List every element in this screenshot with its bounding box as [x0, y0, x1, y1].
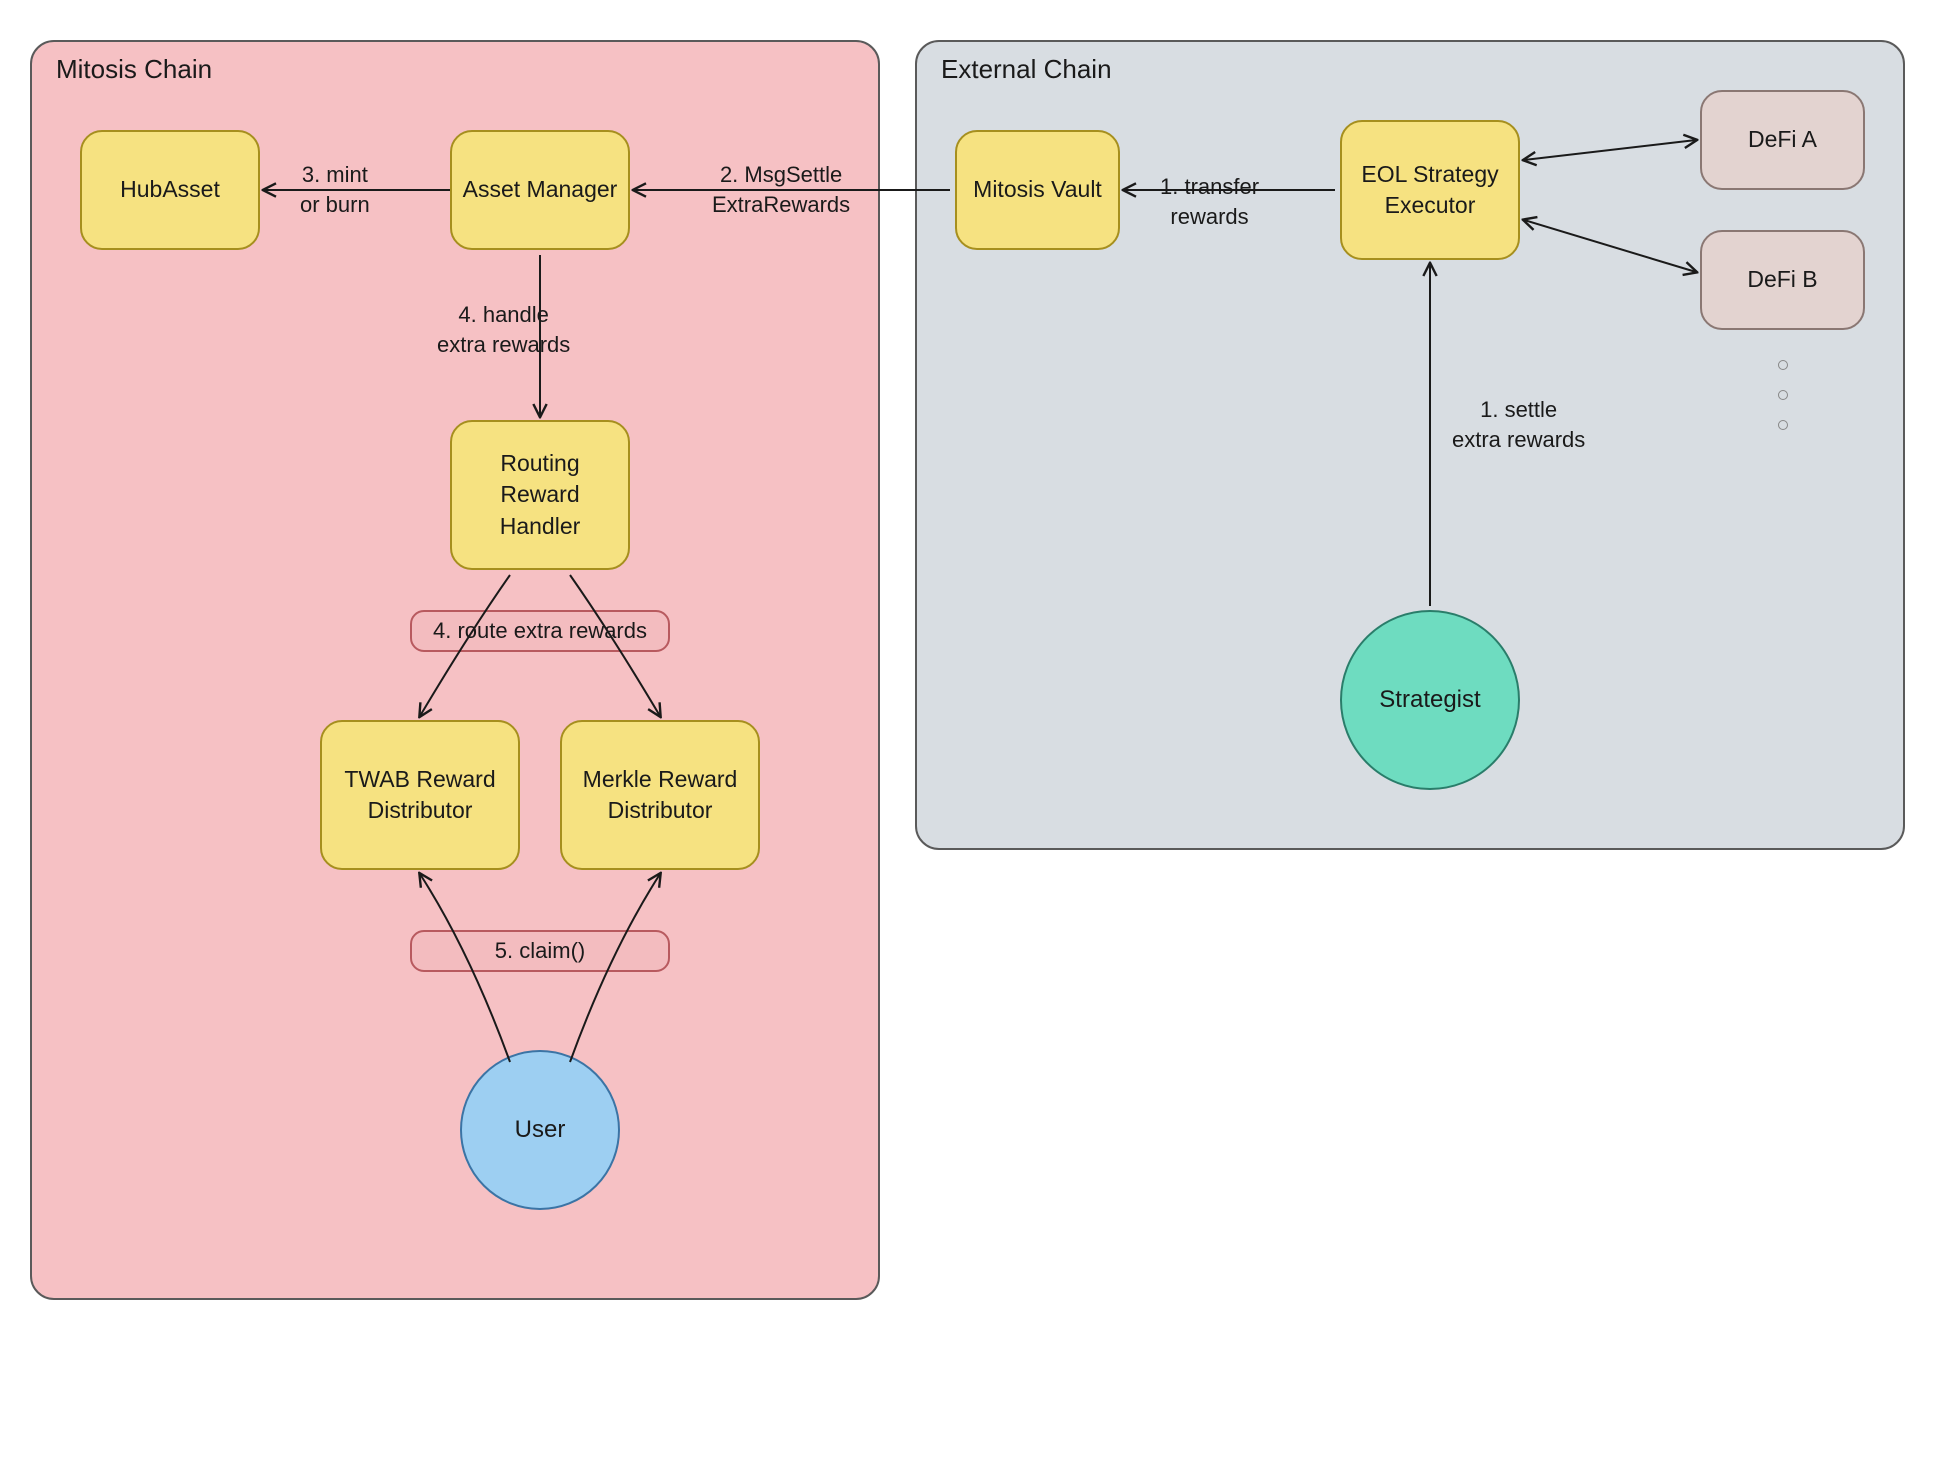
mitosis-chain-title: Mitosis Chain: [56, 54, 212, 85]
defi-a-node: DeFi A: [1700, 90, 1865, 190]
routing-reward-handler-node: Routing Reward Handler: [450, 420, 630, 570]
transfer-rewards-label: 1. transfer rewards: [1160, 172, 1259, 231]
asset-manager-node: Asset Manager: [450, 130, 630, 250]
merkle-distributor-node: Merkle Reward Distributor: [560, 720, 760, 870]
route-extra-rewards-pill: 4. route extra rewards: [410, 610, 670, 652]
strategist-actor: Strategist: [1340, 610, 1520, 790]
more-defi-dot: [1778, 390, 1788, 400]
defi-b-node: DeFi B: [1700, 230, 1865, 330]
more-defi-dot: [1778, 420, 1788, 430]
mitosis-vault-node: Mitosis Vault: [955, 130, 1120, 250]
claim-pill: 5. claim(): [410, 930, 670, 972]
mint-or-burn-label: 3. mint or burn: [300, 160, 370, 219]
eol-strategy-executor-node: EOL Strategy Executor: [1340, 120, 1520, 260]
handle-rewards-label: 4. handle extra rewards: [437, 300, 570, 359]
twab-distributor-node: TWAB Reward Distributor: [320, 720, 520, 870]
settle-rewards-label: 1. settle extra rewards: [1452, 395, 1585, 454]
hubasset-node: HubAsset: [80, 130, 260, 250]
msg-settle-label: 2. MsgSettle ExtraRewards: [712, 160, 850, 219]
more-defi-dot: [1778, 360, 1788, 370]
user-actor: User: [460, 1050, 620, 1210]
external-chain-title: External Chain: [941, 54, 1112, 85]
